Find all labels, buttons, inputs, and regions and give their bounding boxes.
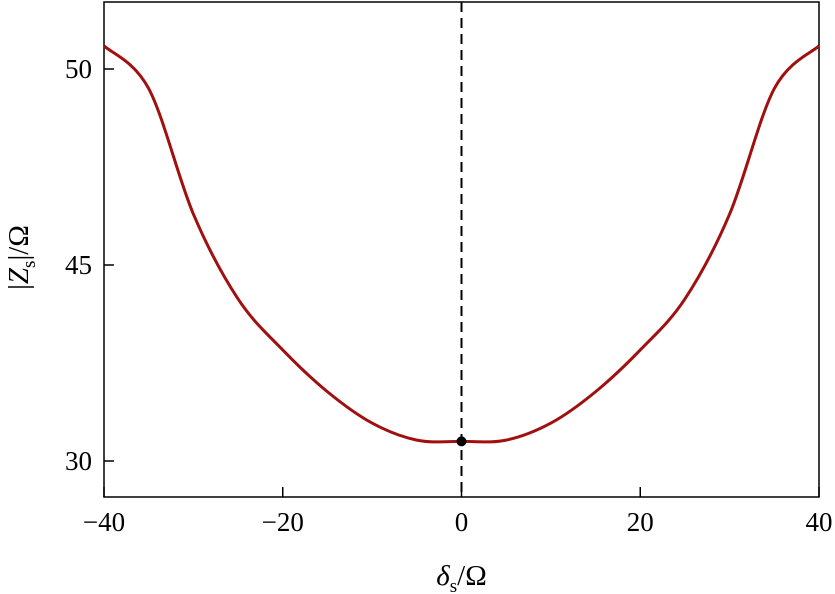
x-tick-label: 20 xyxy=(627,507,654,537)
x-axis-label: δs/Ω xyxy=(436,560,487,594)
minimum-point-marker xyxy=(456,436,467,447)
x-tick-label: 0 xyxy=(455,507,469,537)
y-axis-label: |Zs|/Ω xyxy=(3,225,40,290)
y-tick-label: 45 xyxy=(65,250,92,280)
x-tick-label: 40 xyxy=(806,507,833,537)
x-tick-label: −40 xyxy=(83,507,125,537)
y-tick-label: 50 xyxy=(65,54,92,84)
y-tick-label: 30 xyxy=(65,446,92,476)
x-tick-label: −20 xyxy=(262,507,304,537)
